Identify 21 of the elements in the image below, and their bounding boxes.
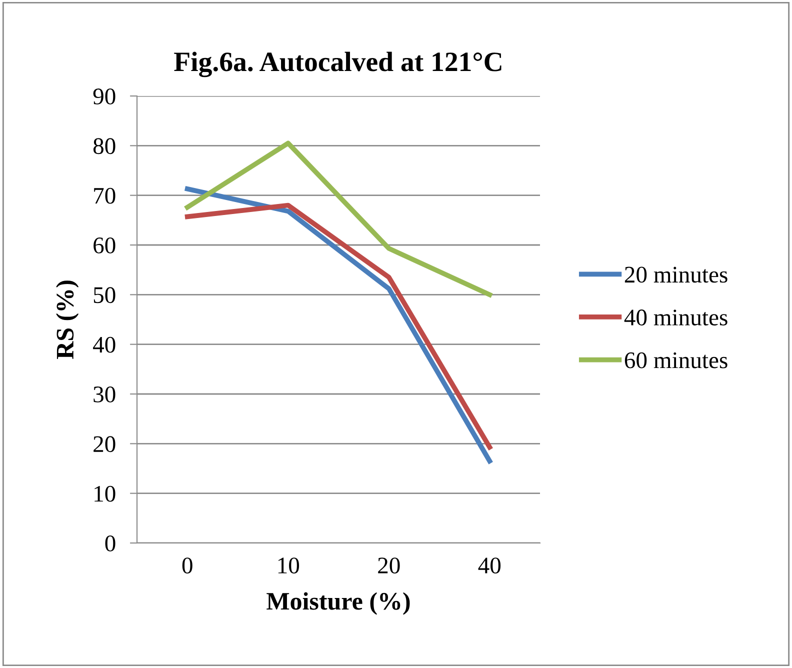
line-series — [184, 140, 492, 298]
legend-label: 20 minutes — [624, 266, 728, 283]
y-axis-title: RS (%) — [56, 280, 79, 359]
x-tick-label: 40 — [478, 558, 501, 574]
x-tick-label: 0 — [182, 558, 192, 574]
chart-title: Fig.6a. Autocalved at 121°C — [174, 52, 502, 78]
legend-label: 60 minutes — [624, 352, 728, 368]
y-tick-label: 60 — [94, 237, 116, 254]
x-tick-label: 10 — [278, 558, 300, 574]
x-axis-title: Moisture (%) — [266, 592, 410, 615]
y-tick-label: 30 — [94, 386, 116, 402]
y-tick-label: 0 — [105, 535, 116, 552]
legend-label: 40 minutes — [624, 310, 728, 326]
y-tick-label: 80 — [93, 138, 116, 154]
y-tick-label: 50 — [94, 287, 116, 304]
x-tick-label: 20 — [378, 558, 400, 574]
y-tick-label: 40 — [93, 336, 116, 353]
y-tick-label: 20 — [94, 436, 116, 452]
y-tick-label: 90 — [93, 88, 116, 104]
y-tick-label: 70 — [94, 188, 116, 204]
y-tick-label: 10 — [94, 486, 116, 502]
